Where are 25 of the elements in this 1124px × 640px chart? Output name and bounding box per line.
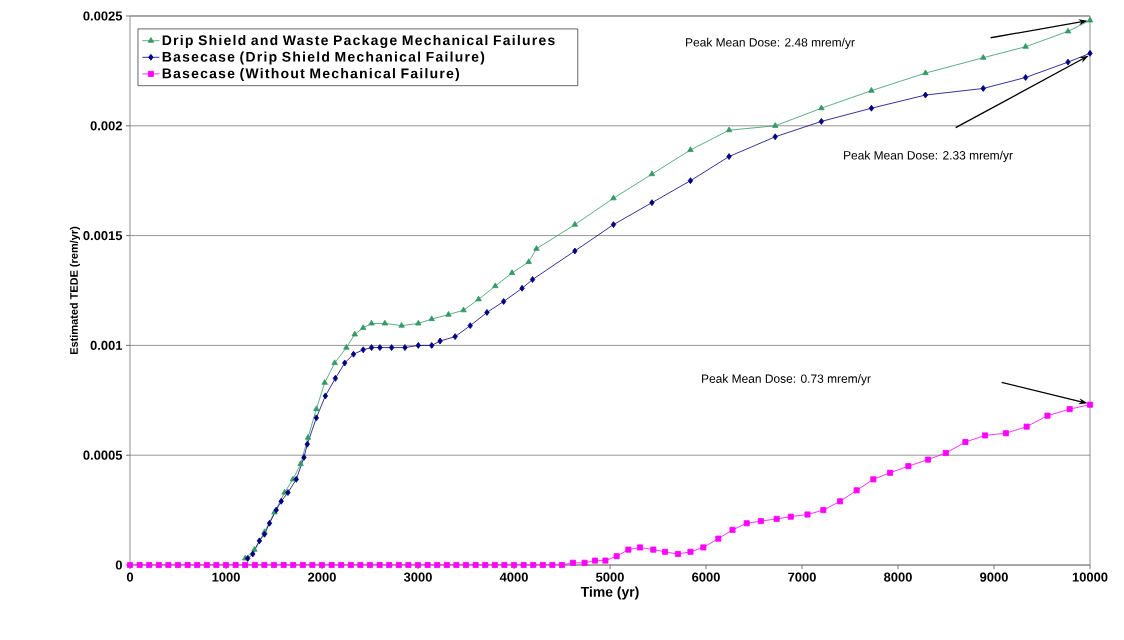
annotation: Peak Mean Dose: 2.33 mrem/yr bbox=[844, 150, 1013, 162]
x-tick-label: 8000 bbox=[884, 572, 912, 582]
x-tick-label: 0 bbox=[126, 572, 134, 582]
x-tick-label: 10000 bbox=[1072, 572, 1108, 582]
x-tick-label: 4000 bbox=[499, 572, 528, 582]
x-tick-label: 3000 bbox=[403, 572, 432, 582]
x-axis-title: Time (yr) bbox=[580, 586, 639, 600]
legend-label: Basecase (Drip Shield Mechanical Failure) bbox=[162, 51, 485, 65]
y-tick-label: 0.001 bbox=[90, 340, 123, 350]
x-tick-label: 9000 bbox=[980, 572, 1008, 582]
y-tick-label: 0.0005 bbox=[83, 450, 123, 460]
y-axis-title: Estimated TEDE (rem/yr) bbox=[69, 226, 81, 355]
legend-label: Drip Shield and Waste Package Mechanical Failures bbox=[162, 34, 555, 48]
x-tick-label: 1000 bbox=[212, 572, 240, 582]
y-tick-label: 0.0025 bbox=[83, 11, 123, 21]
y-tick-label: 0.0015 bbox=[83, 231, 123, 241]
x-tick-label: 6000 bbox=[692, 572, 720, 582]
y-tick-label: 0.002 bbox=[90, 121, 122, 131]
x-tick-label: 7000 bbox=[788, 572, 816, 582]
y-tick-label: 0 bbox=[115, 560, 122, 570]
x-tick-label: 5000 bbox=[596, 572, 624, 582]
annotation: Peak Mean Dose: 2.48 mrem/yr bbox=[686, 37, 855, 49]
legend-label: Basecase (Without Mechanical Failure) bbox=[162, 68, 460, 82]
x-tick-label: 2000 bbox=[308, 572, 336, 582]
annotation: Peak Mean Dose: 0.73 mrem/yr bbox=[702, 374, 871, 386]
